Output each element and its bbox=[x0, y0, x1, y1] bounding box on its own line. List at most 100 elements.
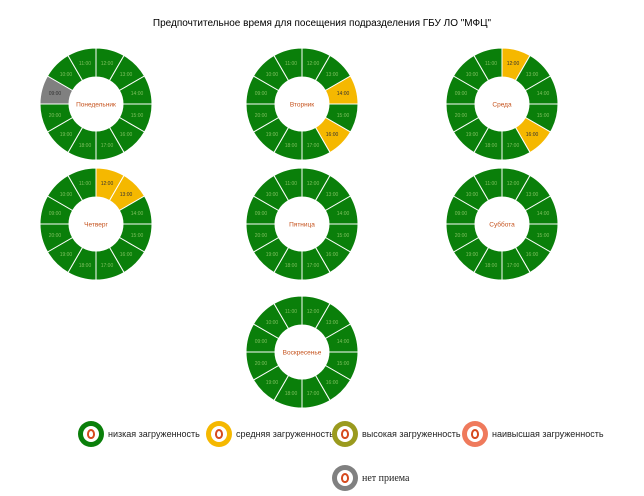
weekday-donut-charts: 09:00 10:00 11:00 12:00 13:00 14:00 15:00 16:00… bbox=[39, 47, 559, 409]
slice-label-1500: 15:00 bbox=[131, 113, 144, 119]
slice-label-2000: 20:00 bbox=[455, 113, 468, 119]
slice-label-1200: 12:00 bbox=[507, 61, 520, 67]
day-label: Понедельник bbox=[76, 102, 116, 109]
slice-label-2000: 20:00 bbox=[455, 233, 468, 239]
slice-label-1600: 16:00 bbox=[120, 132, 133, 138]
donut-hole bbox=[69, 77, 123, 131]
slice-label-1700: 17:00 bbox=[307, 391, 320, 397]
legend-item-medium: средняя загруженность bbox=[206, 421, 334, 447]
legend-label: средняя загруженность bbox=[236, 429, 334, 439]
slice-label-1100: 11:00 bbox=[285, 181, 297, 187]
slice-label-0900: 09:00 bbox=[455, 91, 468, 97]
slice-label-1800: 18:00 bbox=[79, 263, 92, 269]
slice-label-1500: 15:00 bbox=[537, 113, 550, 119]
slice-label-1400: 14:00 bbox=[337, 91, 350, 97]
slice-label-1600: 16:00 bbox=[120, 252, 133, 258]
slice-label-1900: 19:00 bbox=[266, 252, 279, 258]
day-label: Суббота bbox=[489, 221, 515, 229]
slice-label-1200: 12:00 bbox=[307, 309, 320, 315]
slice-label-1000: 10:00 bbox=[266, 320, 279, 326]
slice-label-1600: 16:00 bbox=[526, 252, 539, 258]
legend-item-low: низкая загруженность bbox=[78, 421, 200, 447]
slice-label-1900: 19:00 bbox=[466, 132, 479, 138]
donut-суббота: 12:00 13:00 14:00 15:00 16:00 17:00 18:00 19:00… bbox=[445, 167, 559, 281]
slice-label-1900: 19:00 bbox=[266, 132, 279, 138]
slice-label-1600: 16:00 bbox=[326, 380, 339, 386]
slice-label-1500: 15:00 bbox=[337, 113, 350, 119]
slice-label-1900: 19:00 bbox=[466, 252, 479, 258]
slice-label-1000: 10:00 bbox=[60, 72, 73, 78]
slice-label-1700: 17:00 bbox=[101, 143, 114, 149]
slice-label-1700: 17:00 bbox=[507, 263, 520, 269]
slice-label-1500: 15:00 bbox=[537, 233, 550, 239]
legend-swatch-icon bbox=[78, 421, 104, 447]
slice-label-1400: 14:00 bbox=[537, 211, 550, 217]
donut-hole bbox=[275, 197, 329, 251]
day-label: Вторник bbox=[290, 102, 314, 109]
slice-label-1300: 13:00 bbox=[326, 72, 339, 78]
slice-label-1000: 10:00 bbox=[466, 192, 479, 198]
slice-label-1800: 18:00 bbox=[285, 263, 298, 269]
slice-label-1100: 11:00 bbox=[485, 181, 497, 187]
slice-label-2000: 20:00 bbox=[49, 113, 62, 119]
donut-четверг: 12:00 13:00 14:00 15:00 16:00 17:00 18:00 19:00… bbox=[39, 167, 153, 281]
slice-label-1600: 16:00 bbox=[326, 132, 339, 138]
donut-пятница: 12:00 13:00 14:00 15:00 16:00 17:00 18:00 19:00… bbox=[245, 167, 359, 281]
legend-item-highest: наивысшая загруженность bbox=[462, 421, 604, 447]
legend-label: нет приема bbox=[362, 472, 410, 484]
slice-label-0900: 09:00 bbox=[255, 91, 268, 97]
slice-label-0900: 09:00 bbox=[49, 91, 62, 97]
day-label: Четверг bbox=[84, 222, 108, 229]
slice-label-1100: 11:00 bbox=[285, 61, 297, 67]
slice-label-1300: 13:00 bbox=[326, 192, 339, 198]
legend-item-closed: нет приема bbox=[332, 465, 410, 491]
day-label: Пятница bbox=[289, 222, 315, 229]
slice-label-1400: 14:00 bbox=[337, 339, 350, 345]
slice-label-1200: 12:00 bbox=[101, 181, 114, 187]
slice-label-1600: 16:00 bbox=[526, 132, 539, 138]
donut-hole bbox=[275, 325, 329, 379]
slice-label-0900: 09:00 bbox=[255, 211, 268, 217]
slice-label-0900: 09:00 bbox=[255, 339, 268, 345]
slice-label-1200: 12:00 bbox=[307, 181, 320, 187]
slice-label-2000: 20:00 bbox=[49, 233, 62, 239]
slice-label-1600: 16:00 bbox=[326, 252, 339, 258]
slice-label-1400: 14:00 bbox=[131, 211, 144, 217]
legend-label: низкая загруженность bbox=[108, 429, 200, 439]
slice-label-1100: 11:00 bbox=[285, 309, 297, 315]
slice-label-1200: 12:00 bbox=[101, 61, 114, 67]
slice-label-1400: 14:00 bbox=[537, 91, 550, 97]
slice-label-1900: 19:00 bbox=[60, 252, 73, 258]
donut-hole bbox=[69, 197, 123, 251]
slice-label-1800: 18:00 bbox=[79, 143, 92, 149]
slice-label-0900: 09:00 bbox=[455, 211, 468, 217]
donut-hole bbox=[275, 77, 329, 131]
slice-label-1100: 11:00 bbox=[79, 181, 91, 187]
slice-label-1200: 12:00 bbox=[507, 181, 520, 187]
slice-label-1700: 17:00 bbox=[101, 263, 114, 269]
donut-понедельник: 09:00 10:00 11:00 12:00 13:00 14:00 15:00 16:00… bbox=[39, 47, 153, 161]
slice-label-1000: 10:00 bbox=[60, 192, 73, 198]
chart-title: Предпочтительное время для посещения под… bbox=[152, 18, 492, 29]
slice-label-1400: 14:00 bbox=[131, 91, 144, 97]
legend-swatch-icon bbox=[332, 465, 358, 491]
slice-label-1700: 17:00 bbox=[507, 143, 520, 149]
slice-label-1500: 15:00 bbox=[131, 233, 144, 239]
slice-label-1800: 18:00 bbox=[485, 263, 498, 269]
slice-label-1300: 13:00 bbox=[120, 192, 133, 198]
slice-label-1000: 10:00 bbox=[266, 72, 279, 78]
slice-label-1400: 14:00 bbox=[337, 211, 350, 217]
slice-label-1300: 13:00 bbox=[326, 320, 339, 326]
slice-label-0900: 09:00 bbox=[49, 211, 62, 217]
slice-label-1000: 10:00 bbox=[266, 192, 279, 198]
slice-label-1100: 11:00 bbox=[79, 61, 91, 67]
slice-label-1800: 18:00 bbox=[285, 143, 298, 149]
slice-label-1300: 13:00 bbox=[526, 72, 539, 78]
slice-label-1700: 17:00 bbox=[307, 143, 320, 149]
slice-label-2000: 20:00 bbox=[255, 113, 268, 119]
legend-label: наивысшая загруженность bbox=[492, 429, 604, 439]
legend-swatch-icon bbox=[462, 421, 488, 447]
slice-label-1300: 13:00 bbox=[120, 72, 133, 78]
legend-swatch-icon bbox=[332, 421, 358, 447]
